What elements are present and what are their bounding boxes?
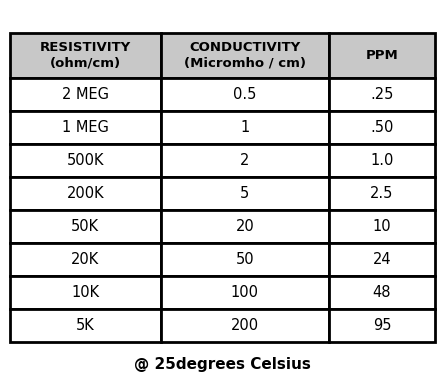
Text: 10K: 10K	[71, 285, 99, 300]
Bar	[161, 33, 329, 78]
Bar	[329, 276, 435, 310]
Text: RESISTIVITY
(ohm/cm): RESISTIVITY (ohm/cm)	[40, 41, 131, 70]
Bar	[161, 177, 329, 210]
Bar	[161, 243, 329, 276]
Bar	[329, 243, 435, 276]
Bar	[329, 177, 435, 210]
Text: 24: 24	[373, 252, 391, 267]
Bar	[10, 310, 161, 342]
Text: CONDUCTIVITY
(Micromho / cm): CONDUCTIVITY (Micromho / cm)	[184, 41, 306, 70]
Text: 1 MEG: 1 MEG	[62, 120, 109, 135]
Text: PPM: PPM	[366, 49, 398, 62]
Text: 1.0: 1.0	[370, 153, 394, 168]
Text: .25: .25	[370, 87, 394, 102]
Bar	[161, 210, 329, 243]
Text: 200K: 200K	[66, 186, 104, 201]
Bar	[329, 310, 435, 342]
Text: 2 MEG: 2 MEG	[62, 87, 109, 102]
Text: 2: 2	[240, 153, 250, 168]
Text: 5: 5	[240, 186, 250, 201]
Bar	[329, 111, 435, 144]
Text: 50K: 50K	[71, 219, 99, 234]
Text: 95: 95	[373, 319, 391, 334]
Text: @ 25degrees Celsius: @ 25degrees Celsius	[134, 357, 311, 372]
Bar	[10, 111, 161, 144]
Text: 20K: 20K	[71, 252, 99, 267]
Text: 5K: 5K	[76, 319, 95, 334]
Bar	[10, 210, 161, 243]
Text: 20: 20	[235, 219, 254, 234]
Bar	[161, 276, 329, 310]
Text: 0.5: 0.5	[233, 87, 256, 102]
Text: 1: 1	[240, 120, 250, 135]
Bar	[161, 78, 329, 111]
Bar	[10, 243, 161, 276]
Text: 500K: 500K	[67, 153, 104, 168]
Text: 2.5: 2.5	[370, 186, 394, 201]
Bar	[329, 33, 435, 78]
Text: .50: .50	[370, 120, 394, 135]
Text: 100: 100	[231, 285, 259, 300]
Text: 48: 48	[373, 285, 391, 300]
Bar	[10, 144, 161, 177]
Bar	[10, 78, 161, 111]
Bar	[161, 111, 329, 144]
Bar	[10, 33, 161, 78]
Bar	[329, 78, 435, 111]
Bar	[10, 177, 161, 210]
Bar	[161, 144, 329, 177]
Text: 50: 50	[235, 252, 254, 267]
Bar	[329, 210, 435, 243]
Text: 200: 200	[231, 319, 259, 334]
Bar	[161, 310, 329, 342]
Bar	[10, 276, 161, 310]
Bar	[329, 144, 435, 177]
Text: 10: 10	[373, 219, 391, 234]
